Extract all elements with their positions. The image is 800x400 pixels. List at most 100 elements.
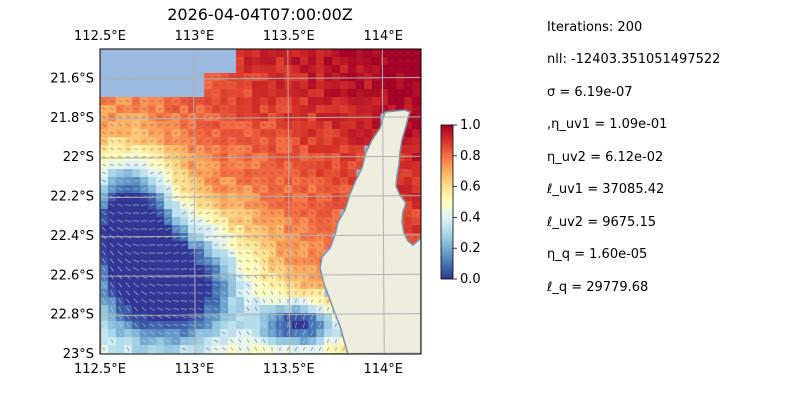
vector-arrow — [295, 243, 297, 247]
vector-arrow — [414, 108, 418, 110]
vector-arrow — [278, 243, 282, 247]
vector-arrow — [102, 266, 106, 272]
vector-arrow — [366, 132, 370, 134]
vector-arrow — [327, 91, 329, 95]
vector-arrow — [262, 219, 266, 223]
vector-arrow — [423, 109, 426, 110]
vector-arrow — [246, 291, 250, 295]
vector-arrow — [415, 356, 418, 357]
vector-arrow — [406, 124, 410, 126]
x-tick-label-top: 112.5°E — [74, 29, 126, 44]
vector-arrow — [173, 323, 179, 327]
vector-arrow — [238, 259, 242, 263]
vector-arrow — [295, 251, 297, 255]
vector-arrow — [310, 131, 314, 135]
info-eta-uv1: ,η_uv1 = 1.09e-01 — [547, 117, 668, 132]
vector-arrow — [149, 331, 155, 335]
vector-arrow — [132, 228, 140, 230]
vector-arrow — [166, 356, 170, 357]
vector-arrow — [326, 211, 330, 215]
vector-arrow — [374, 51, 378, 55]
vector-arrow — [303, 314, 305, 320]
vector-arrow — [319, 251, 321, 255]
vector-arrow — [222, 172, 226, 174]
vector-arrow — [182, 147, 186, 151]
vector-arrow — [319, 235, 321, 239]
vector-arrow — [182, 100, 186, 102]
vector-arrow — [118, 156, 122, 158]
vector-arrow — [262, 306, 266, 312]
coastline-land — [319, 109, 421, 354]
vector-arrow — [335, 99, 337, 103]
vector-arrow — [278, 251, 282, 255]
vector-arrow — [166, 131, 170, 135]
vector-arrow — [103, 298, 105, 304]
vector-arrow — [214, 108, 218, 110]
vector-arrow — [326, 139, 330, 143]
vector-arrow — [238, 75, 242, 79]
vector-arrow — [214, 244, 218, 246]
vector-arrow — [206, 100, 210, 102]
x-tick-label-bottom: 113°E — [175, 362, 215, 377]
vector-arrow — [116, 211, 124, 215]
gridline-lat — [180, 352, 421, 354]
info-ell-uv2: ℓ_uv2 = 9675.15 — [547, 215, 656, 230]
vector-arrow — [319, 299, 321, 303]
vector-arrow — [414, 220, 418, 222]
vector-arrow — [109, 203, 115, 207]
vector-arrow — [278, 163, 282, 167]
vector-arrow — [406, 52, 410, 54]
vector-arrow — [423, 212, 426, 213]
vector-arrow — [132, 243, 140, 247]
vector-arrow — [423, 220, 426, 221]
vector-arrow — [141, 306, 147, 312]
vector-arrow — [254, 243, 258, 247]
vector-arrow — [189, 308, 195, 310]
vector-arrow — [254, 307, 258, 311]
vector-arrow — [302, 163, 306, 167]
vector-arrow — [157, 339, 163, 343]
vector-arrow — [198, 187, 202, 191]
vector-arrow — [214, 163, 218, 167]
vector-arrow — [271, 314, 273, 320]
vector-arrow — [213, 291, 219, 295]
gridline-lon — [192, 49, 196, 354]
vector-arrow — [205, 292, 211, 294]
vector-arrow — [182, 123, 186, 127]
y-tick-label: 22.2°S — [50, 190, 94, 205]
vector-arrow — [182, 179, 186, 183]
vector-arrow — [350, 131, 354, 135]
vector-arrow — [109, 227, 115, 231]
vector-arrow — [180, 300, 188, 302]
vector-arrow — [246, 124, 250, 126]
vector-arrow — [140, 244, 148, 246]
y-tick-label: 22.8°S — [50, 308, 94, 323]
vector-arrow — [310, 179, 314, 183]
vector-arrow — [229, 275, 235, 279]
vector-arrow — [222, 220, 226, 222]
vector-arrow — [117, 258, 123, 264]
vector-arrow — [173, 243, 179, 247]
vector-arrow — [213, 276, 219, 278]
vector-arrow — [229, 260, 235, 262]
vector-arrow — [158, 147, 162, 151]
vector-arrow — [222, 116, 226, 118]
vector-arrow — [142, 164, 146, 166]
vector-arrow — [294, 219, 298, 223]
vector-arrow — [190, 163, 194, 167]
vector-arrow — [174, 187, 178, 191]
vector-arrow — [157, 331, 163, 335]
vector-arrow — [172, 260, 180, 262]
vector-arrow — [173, 339, 179, 343]
vector-arrow — [398, 60, 402, 62]
vector-arrow — [112, 355, 113, 359]
vector-arrow — [334, 147, 338, 151]
vector-arrow — [302, 227, 306, 231]
vector-arrow — [294, 131, 298, 135]
vector-arrow — [148, 267, 156, 271]
vector-arrow — [221, 323, 227, 327]
vector-arrow — [342, 99, 346, 103]
vector-arrow — [406, 148, 410, 150]
vector-arrow — [287, 314, 289, 320]
vector-arrow — [295, 314, 297, 320]
